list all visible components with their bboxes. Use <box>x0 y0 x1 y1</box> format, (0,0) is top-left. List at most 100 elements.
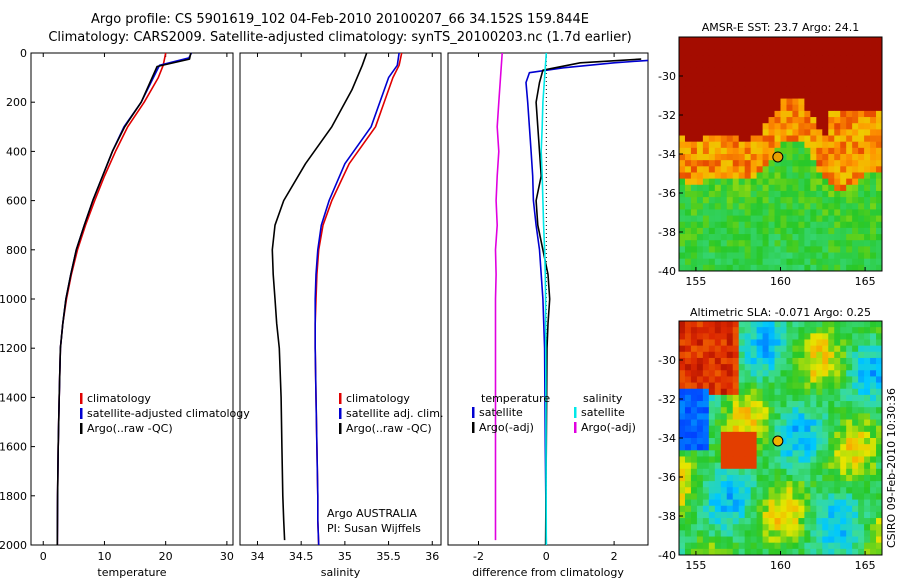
map-cell <box>798 524 805 531</box>
map-cell <box>679 184 686 192</box>
map-cell <box>744 154 752 161</box>
map-cell <box>750 264 758 272</box>
map-cell <box>804 536 811 544</box>
map-cell <box>774 327 781 334</box>
map-cell <box>846 104 853 112</box>
map-cell <box>696 190 704 198</box>
map-cell <box>828 524 835 531</box>
map-cell <box>726 190 734 198</box>
map-cell <box>798 474 805 482</box>
map-cell <box>816 209 823 216</box>
map-cell <box>876 234 883 241</box>
map-cell <box>810 117 817 124</box>
map-cell <box>786 92 793 99</box>
map-cell <box>852 394 859 402</box>
map-cell <box>834 357 841 365</box>
map-cell <box>780 178 787 186</box>
map-cell <box>684 73 692 81</box>
map-cell <box>864 493 871 500</box>
map-cell <box>846 364 853 371</box>
map-cell <box>786 388 793 396</box>
map-cell <box>804 505 811 513</box>
map-cell <box>864 147 871 155</box>
map-cell <box>822 166 829 173</box>
map-cell <box>834 172 841 180</box>
map-cell <box>822 351 829 359</box>
map-cell <box>846 333 853 340</box>
map-cell <box>828 431 835 439</box>
map-cell <box>696 327 704 334</box>
map-cell <box>810 505 817 513</box>
map-cell <box>690 370 698 377</box>
map-cell <box>762 110 769 118</box>
map-cell <box>870 203 877 210</box>
map-cell <box>798 481 805 488</box>
map-cell <box>798 530 805 537</box>
map-cell <box>696 413 704 420</box>
map-cell <box>828 351 835 359</box>
map-cell <box>690 98 698 106</box>
map-cell <box>774 450 781 457</box>
map-cell <box>804 511 811 519</box>
map-cell <box>702 264 710 272</box>
map-cell <box>798 511 805 519</box>
map-cell <box>720 92 728 99</box>
map-cell <box>768 110 775 118</box>
map-cell <box>702 172 710 180</box>
series-line-1 <box>56 52 167 546</box>
map-cell <box>738 542 746 550</box>
map-cell <box>834 227 841 235</box>
map-cell <box>852 160 859 167</box>
map-cell <box>846 172 853 180</box>
y-tick-label: -40 <box>658 265 676 278</box>
map-cell <box>858 55 865 63</box>
map-cell <box>852 407 859 414</box>
map-cell <box>828 141 835 149</box>
map-cell <box>750 321 758 328</box>
map-cell <box>690 357 698 365</box>
map-cell <box>852 172 859 180</box>
map-cell <box>876 160 883 167</box>
map-cell <box>708 327 716 334</box>
map-cell <box>852 234 859 241</box>
map-cell <box>708 80 716 87</box>
map-cell <box>679 511 686 519</box>
map-cell <box>679 252 686 260</box>
map-cell <box>744 240 752 247</box>
map-cell <box>780 511 787 519</box>
map-cell <box>684 92 692 99</box>
map-cell <box>804 190 811 198</box>
map-cell <box>738 264 746 272</box>
map-cell <box>684 462 692 470</box>
map-cell <box>846 394 853 402</box>
map-cell <box>810 376 817 383</box>
map-cell <box>786 160 793 167</box>
map-cell <box>750 98 758 106</box>
map-cell <box>870 345 877 353</box>
map-cell <box>690 456 698 464</box>
x-tick-label: 20 <box>159 550 173 563</box>
map-cell <box>846 215 853 223</box>
map-cell <box>690 123 698 130</box>
map-cell <box>714 129 722 136</box>
map-cell <box>726 536 734 544</box>
credit-line2: PI: Susan Wijffels <box>327 522 421 535</box>
map-cell <box>822 462 829 470</box>
map-cell <box>702 438 710 445</box>
map-cell <box>864 104 871 112</box>
map-cell <box>679 481 686 488</box>
map-cell <box>870 227 877 235</box>
map-cell <box>768 333 775 340</box>
map-cell <box>876 382 883 390</box>
map-cell <box>876 462 883 470</box>
map-cell <box>684 450 692 457</box>
credit-line1: Argo AUSTRALIA <box>327 507 417 520</box>
map-cell <box>702 234 710 241</box>
map-cell <box>679 227 686 235</box>
map-cell <box>858 388 865 396</box>
map-cell <box>858 511 865 519</box>
map-cell <box>792 450 799 457</box>
map-cell <box>702 141 710 149</box>
map-cell <box>774 147 781 155</box>
map-cell <box>708 382 716 390</box>
